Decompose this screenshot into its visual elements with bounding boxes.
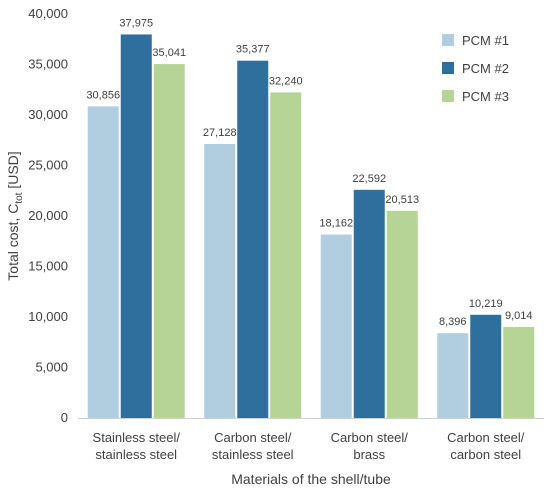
x-tick-label: Stainless steel/ [93, 430, 181, 445]
y-tick-label: 0 [61, 410, 68, 425]
x-tick-label: stainless steel [95, 447, 177, 462]
y-tick-label: 30,000 [28, 107, 68, 122]
data-label: 9,014 [505, 310, 533, 322]
x-tick-label: stainless steel [212, 447, 294, 462]
data-label: 37,975 [119, 17, 153, 29]
bar [437, 333, 469, 418]
y-tick-label: 25,000 [28, 158, 68, 173]
y-tick-label: 40,000 [28, 6, 68, 21]
y-axis: 0 5,000 10,000 15,000 20,000 25,000 30,000 35,0… [28, 6, 68, 425]
bar [87, 106, 119, 418]
legend: PCM #1 PCM #2 PCM #3 [442, 33, 509, 104]
legend-label: PCM #2 [462, 61, 509, 76]
bar [237, 60, 269, 419]
data-label: 18,162 [319, 218, 353, 230]
legend-label: PCM #1 [462, 33, 509, 48]
y-tick-label: 15,000 [28, 259, 68, 274]
data-label: 35,377 [236, 44, 270, 56]
x-axis-title: Materials of the shell/tube [231, 471, 391, 487]
x-tick-label: Carbon steel/ [214, 430, 292, 445]
y-axis-title-tail: [USD] [5, 151, 21, 192]
y-tick-label: 35,000 [28, 57, 68, 72]
data-label: 30,856 [86, 89, 120, 101]
x-axis-categories: Stainless steel/stainless steel Carbon st… [93, 430, 525, 462]
data-label: 10,219 [469, 298, 503, 310]
y-tick-label: 5,000 [35, 360, 68, 375]
legend-swatch [442, 34, 454, 46]
bar [320, 234, 352, 418]
bar [153, 64, 185, 418]
bar [120, 34, 152, 418]
x-tick-label: brass [353, 447, 385, 462]
bar [270, 92, 302, 418]
data-label: 35,041 [152, 47, 186, 59]
data-label: 27,128 [203, 127, 237, 139]
y-axis-title: Total cost, Ctot [USD] [5, 151, 25, 280]
y-tick-label: 10,000 [28, 309, 68, 324]
x-tick-label: Carbon steel/ [331, 430, 409, 445]
bar [470, 314, 502, 418]
legend-label: PCM #3 [462, 89, 509, 104]
y-axis-title-sub: tot [14, 192, 25, 203]
x-tick-label: Carbon steel/ [447, 430, 525, 445]
bar [204, 144, 236, 418]
legend-swatch [442, 62, 454, 74]
data-label: 8,396 [439, 316, 467, 328]
legend-swatch [442, 90, 454, 102]
y-tick-label: 20,000 [28, 208, 68, 223]
bars [87, 34, 535, 419]
bar [503, 326, 535, 418]
x-tick-label: carbon steel [450, 447, 521, 462]
data-label: 20,513 [385, 194, 419, 206]
bar [386, 210, 418, 418]
data-label: 22,592 [352, 173, 386, 185]
data-labels: 30,856 37,975 35,041 27,128 35,377 32,240 18,1… [86, 17, 532, 328]
y-axis-title-main: Total cost, C [5, 204, 21, 281]
data-label: 32,240 [269, 75, 303, 87]
bar [353, 189, 385, 418]
